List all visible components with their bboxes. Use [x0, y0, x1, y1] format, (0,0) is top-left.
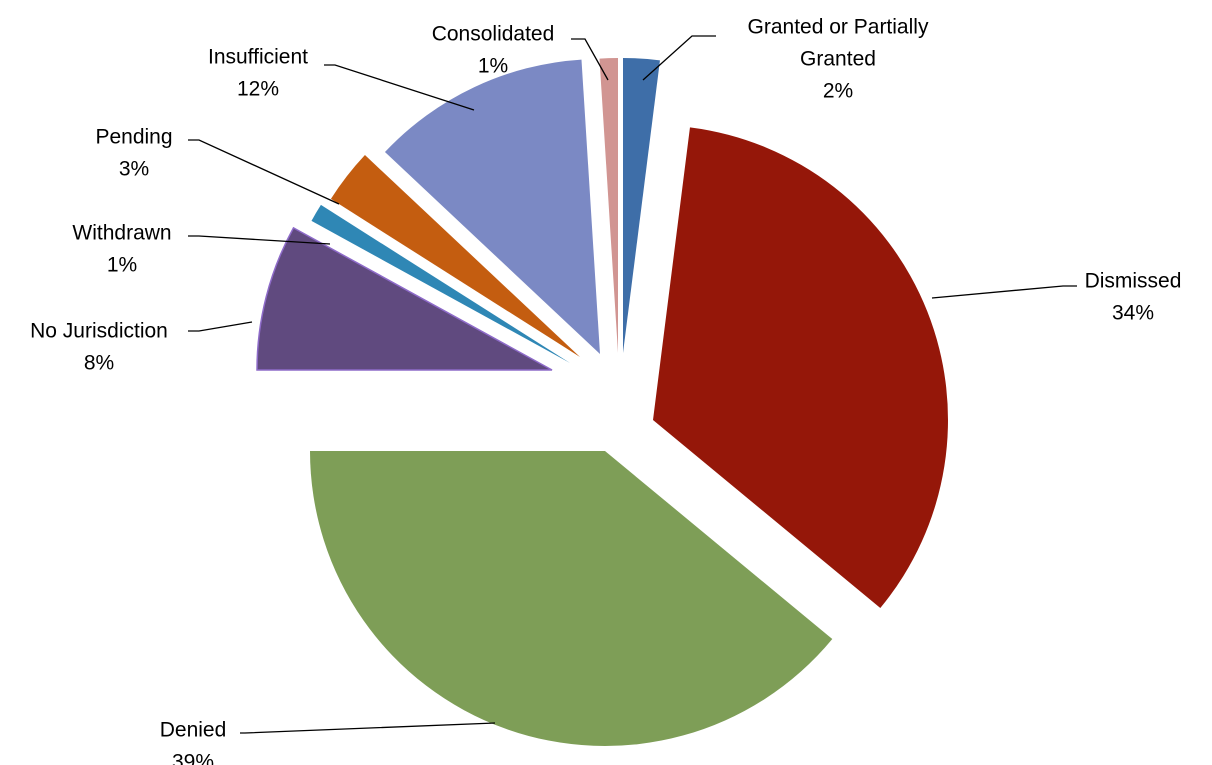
leader-line-dismissed [931, 285, 1077, 299]
pie-slice-withdrawn [311, 204, 570, 363]
percent-label-consolidated: 1% [478, 55, 508, 78]
category-label-insufficient: Insufficient [208, 46, 308, 69]
leader-line-pending [188, 139, 340, 205]
pie-slice-insufficient [384, 59, 600, 354]
percent-label-insufficient: 12% [237, 78, 279, 101]
category-label-dismissed: Dismissed [1085, 270, 1182, 293]
percent-label-granted-or-partially: 2% [823, 80, 853, 103]
category-label-no-jurisdiction: No Jurisdiction [30, 320, 168, 343]
leader-line-withdrawn [188, 235, 331, 245]
leader-line-no-jurisdiction [188, 321, 253, 332]
pie-slice-consolidated [599, 57, 618, 353]
category-label-granted-or-partially: Granted or Partially [748, 16, 929, 39]
percent-label-withdrawn: 1% [107, 254, 137, 277]
category-label-consolidated: Consolidated [432, 23, 555, 46]
leader-line-insufficient [324, 64, 475, 111]
pie-slice-dismissed [653, 127, 948, 609]
percent-label-dismissed: 34% [1112, 302, 1154, 325]
percent-label-denied: 39% [172, 751, 214, 765]
leader-line-granted-or-partially [642, 35, 716, 81]
pie-slice-pending [330, 155, 580, 357]
pie-slice-no-jurisdiction [256, 226, 553, 371]
leader-line-denied [240, 722, 496, 734]
percent-label-pending: 3% [119, 158, 149, 181]
pie-slice-granted-or-partially [623, 58, 660, 353]
category-label-withdrawn: Withdrawn [72, 222, 171, 245]
category-label-granted-or-partially: Granted [800, 48, 876, 71]
category-label-pending: Pending [95, 126, 172, 149]
percent-label-no-jurisdiction: 8% [84, 352, 114, 375]
category-label-denied: Denied [160, 719, 227, 742]
pie-slice-denied [310, 451, 833, 746]
leader-line-consolidated [571, 38, 609, 81]
